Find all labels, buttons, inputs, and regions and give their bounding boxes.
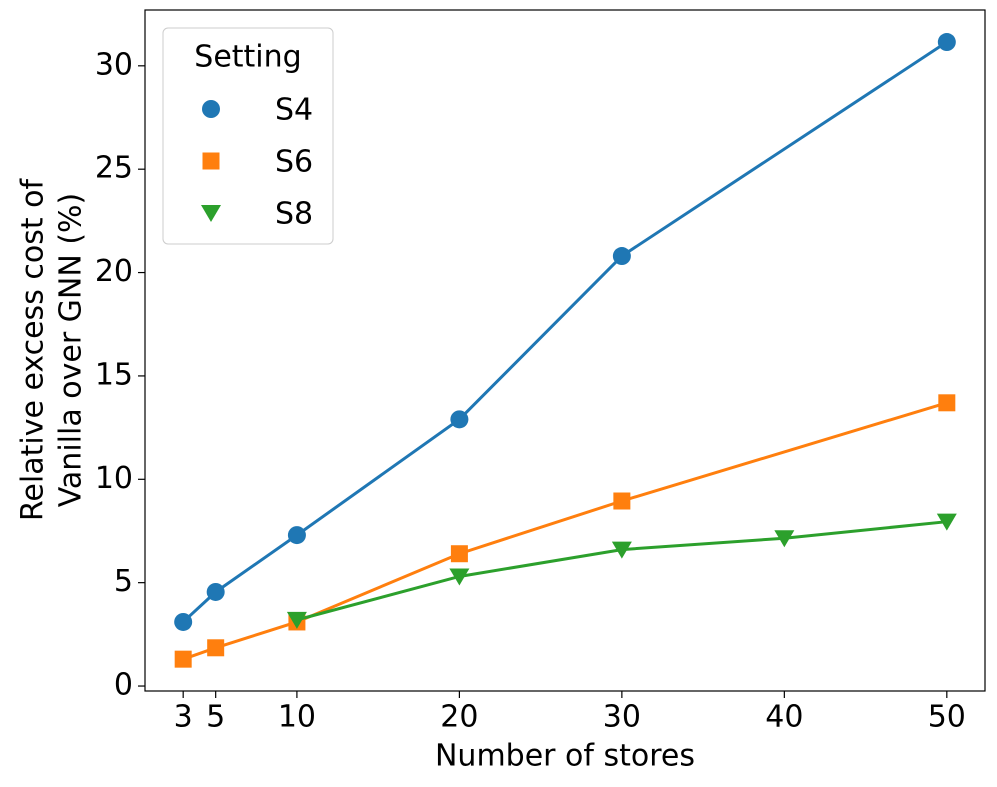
marker	[612, 247, 631, 266]
marker	[174, 612, 193, 631]
y-tick-label: 15	[95, 357, 133, 392]
y-axis-label: Relative excess cost of Vanilla over GNN…	[16, 178, 89, 522]
marker	[937, 33, 956, 52]
plot-frame	[144, 9, 986, 692]
marker	[450, 410, 469, 429]
marker	[286, 611, 307, 629]
x-tick-label: 40	[765, 700, 803, 735]
marker	[207, 639, 225, 657]
marker	[201, 205, 221, 222]
x-axis-label: Number of stores	[435, 739, 695, 774]
y-tick-label: 30	[95, 47, 133, 82]
x-tick-label: 10	[278, 700, 316, 735]
marker	[206, 582, 225, 601]
legend-title: Setting	[194, 40, 301, 75]
y-tick-label: 5	[114, 564, 133, 599]
marker	[287, 526, 306, 545]
y-axis-label-line: Vanilla over GNN (%)	[54, 193, 89, 508]
x-tick-label: 5	[206, 700, 225, 735]
marker	[938, 394, 956, 412]
marker	[774, 530, 795, 548]
x-tick-label: 50	[928, 700, 966, 735]
marker	[202, 100, 220, 118]
marker	[611, 541, 632, 559]
y-tick-label: 20	[95, 254, 133, 289]
marker	[449, 568, 470, 586]
y-tick-label: 0	[114, 668, 133, 703]
x-tick-label: 20	[440, 700, 478, 735]
y-tick-label: 10	[95, 461, 133, 496]
legend-label: S4	[275, 93, 313, 128]
marker	[936, 513, 957, 531]
marker	[174, 650, 192, 668]
x-tick-label: 30	[603, 700, 641, 735]
marker	[450, 545, 468, 563]
marker	[613, 492, 631, 510]
legend-label: S8	[275, 197, 313, 232]
legend-box	[162, 27, 334, 245]
y-tick-label: 25	[95, 151, 133, 186]
y-axis-label-line: Relative excess cost of	[16, 178, 51, 522]
x-tick-label: 3	[174, 700, 193, 735]
legend-label: S6	[275, 145, 313, 180]
line	[296, 520, 947, 622]
marker	[202, 152, 220, 170]
